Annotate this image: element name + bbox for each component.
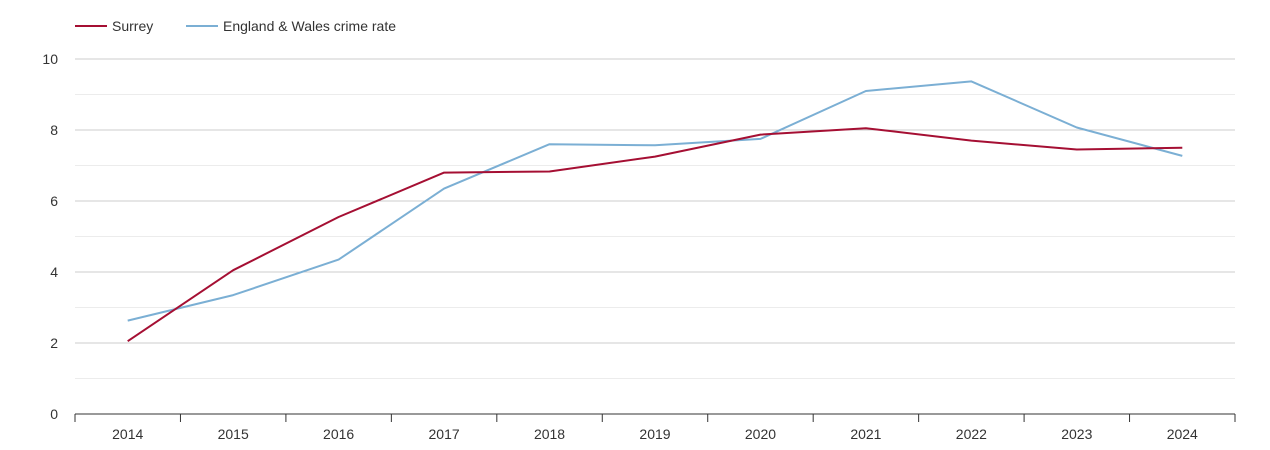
x-tick-label: 2016	[323, 426, 354, 442]
data-point-surrey[interactable]	[442, 171, 446, 175]
data-point-england-wales[interactable]	[442, 187, 446, 191]
data-point-england-wales[interactable]	[653, 143, 657, 147]
data-point-england-wales[interactable]	[337, 258, 341, 262]
x-tick-label: 2015	[218, 426, 249, 442]
x-tick-label: 2014	[112, 426, 143, 442]
data-point-surrey[interactable]	[864, 126, 868, 130]
y-tick-label: 2	[50, 335, 58, 351]
x-tick-label: 2017	[429, 426, 460, 442]
x-tick-label: 2019	[639, 426, 670, 442]
data-point-england-wales[interactable]	[231, 293, 235, 297]
y-axis-ticks: 0 2 4 6 8 10	[42, 51, 58, 422]
series-line-surrey[interactable]	[127, 127, 1183, 343]
y-tick-label: 0	[50, 406, 58, 422]
x-tick-label: 2022	[956, 426, 987, 442]
data-point-surrey[interactable]	[1180, 146, 1184, 150]
legend-label-surrey: Surrey	[112, 18, 153, 34]
x-axis-ticks: 2014 2015 2016 2017 2018 2019 2020 2021 2022 2023…	[74, 414, 1236, 442]
legend: Surrey England & Wales crime rate	[75, 18, 396, 34]
data-point-england-wales[interactable]	[969, 79, 973, 83]
x-tick-label: 2024	[1167, 426, 1198, 442]
data-point-surrey[interactable]	[337, 215, 341, 219]
x-tick-label: 2020	[745, 426, 776, 442]
data-point-surrey[interactable]	[758, 133, 762, 137]
y-tick-label: 4	[50, 264, 58, 280]
legend-item-england-wales[interactable]: England & Wales crime rate	[186, 18, 396, 34]
data-point-england-wales[interactable]	[126, 319, 130, 323]
x-tick-label: 2021	[850, 426, 881, 442]
x-tick-label: 2018	[534, 426, 565, 442]
y-tick-label: 8	[50, 122, 58, 138]
legend-item-surrey[interactable]: Surrey	[75, 18, 153, 34]
legend-label-england-wales: England & Wales crime rate	[223, 18, 396, 34]
data-point-england-wales[interactable]	[864, 89, 868, 93]
data-point-england-wales[interactable]	[758, 137, 762, 141]
y-tick-label: 10	[42, 51, 58, 67]
data-point-england-wales[interactable]	[548, 142, 552, 146]
data-point-surrey[interactable]	[548, 170, 552, 174]
data-point-england-wales[interactable]	[1075, 126, 1079, 130]
series-line-england-wales[interactable]	[127, 80, 1183, 322]
y-tick-label: 6	[50, 193, 58, 209]
data-point-surrey[interactable]	[126, 339, 130, 343]
series-lines	[126, 79, 1184, 343]
data-point-surrey[interactable]	[231, 268, 235, 272]
x-tick-label: 2023	[1061, 426, 1092, 442]
data-point-england-wales[interactable]	[1180, 154, 1184, 158]
gridlines	[75, 58, 1235, 415]
data-point-surrey[interactable]	[653, 155, 657, 159]
data-point-surrey[interactable]	[1075, 148, 1079, 152]
data-point-surrey[interactable]	[969, 139, 973, 143]
